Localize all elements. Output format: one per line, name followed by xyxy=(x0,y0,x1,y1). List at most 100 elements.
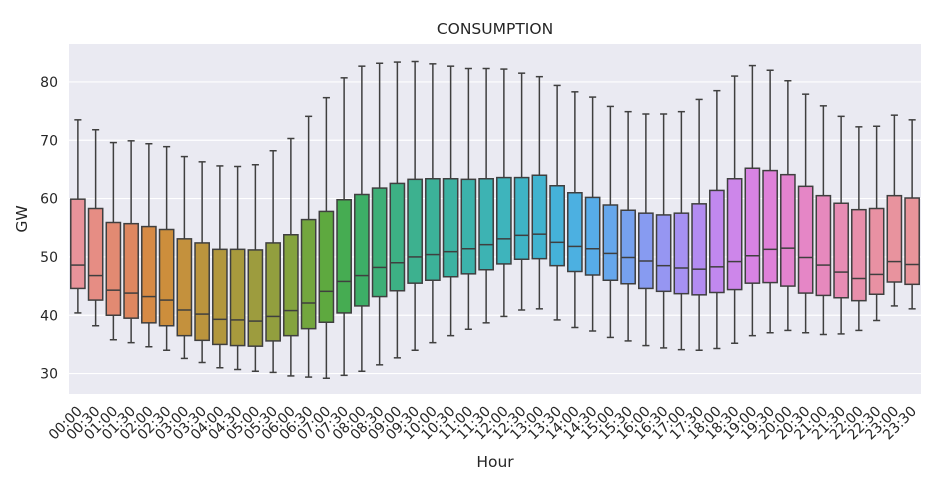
iqr-box xyxy=(851,208,867,302)
box-13:00 xyxy=(531,75,548,310)
iqr-box xyxy=(549,185,565,267)
box-20:00 xyxy=(780,80,796,332)
iqr-box xyxy=(265,242,281,342)
iqr-box xyxy=(584,196,601,276)
box-17:00 xyxy=(673,110,690,351)
iqr-box xyxy=(638,212,654,290)
iqr-box xyxy=(318,210,335,324)
iqr-box xyxy=(176,238,193,337)
iqr-box xyxy=(780,173,796,287)
iqr-box xyxy=(425,178,441,281)
box-09:30 xyxy=(407,60,423,351)
box-08:30 xyxy=(371,62,388,366)
box-00:00 xyxy=(70,119,86,314)
iqr-box xyxy=(531,174,548,260)
iqr-box xyxy=(300,218,317,330)
iqr-box xyxy=(158,228,175,327)
box-02:00 xyxy=(141,143,157,348)
box-04:30 xyxy=(229,165,246,371)
x-axis-title: Hour xyxy=(476,453,514,471)
y-tick-label: 70 xyxy=(40,133,58,149)
iqr-box xyxy=(567,192,583,273)
iqr-box xyxy=(709,189,725,294)
box-05:30 xyxy=(265,150,281,374)
iqr-box xyxy=(442,178,459,278)
iqr-box xyxy=(797,185,814,294)
box-13:30 xyxy=(549,84,565,321)
iqr-box xyxy=(513,176,530,260)
box-02:30 xyxy=(158,145,175,351)
iqr-box xyxy=(194,242,210,342)
box-07:30 xyxy=(336,77,352,377)
iqr-box xyxy=(460,178,477,275)
box-14:30 xyxy=(584,96,601,332)
iqr-box xyxy=(123,222,139,319)
box-15:00 xyxy=(602,105,619,339)
box-16:00 xyxy=(638,113,654,347)
iqr-box xyxy=(655,214,672,293)
box-15:30 xyxy=(620,110,636,342)
box-23:00 xyxy=(886,114,903,307)
iqr-box xyxy=(407,178,423,284)
iqr-box xyxy=(496,176,512,265)
iqr-box xyxy=(620,209,636,285)
y-tick-label: 80 xyxy=(40,75,58,91)
box-16:30 xyxy=(655,113,672,349)
y-tick-label: 30 xyxy=(40,367,58,383)
box-12:00 xyxy=(496,68,512,318)
box-11:00 xyxy=(460,67,477,330)
iqr-box xyxy=(886,194,903,283)
box-08:00 xyxy=(354,65,370,372)
box-11:30 xyxy=(478,67,494,324)
iqr-box xyxy=(478,178,494,271)
box-06:30 xyxy=(300,115,317,378)
iqr-box xyxy=(336,199,352,314)
box-01:00 xyxy=(105,141,122,341)
y-tick-label: 50 xyxy=(40,250,58,266)
box-03:30 xyxy=(194,161,210,364)
iqr-box xyxy=(726,178,743,291)
iqr-box xyxy=(229,248,246,347)
y-tick-labels: 30 40 50 60 70 80 xyxy=(40,75,58,383)
iqr-box xyxy=(744,167,761,284)
box-21:30 xyxy=(833,115,849,335)
boxes-group xyxy=(70,60,920,379)
iqr-box xyxy=(105,221,122,316)
iqr-box xyxy=(673,212,690,295)
iqr-box xyxy=(212,248,228,346)
box-14:00 xyxy=(567,91,583,329)
iqr-box xyxy=(247,249,264,347)
iqr-box xyxy=(762,169,778,284)
iqr-box xyxy=(691,203,707,296)
iqr-box xyxy=(833,202,849,299)
chart-title: CONSUMPTION xyxy=(437,20,553,38)
iqr-box xyxy=(141,225,157,324)
box-17:30 xyxy=(691,98,707,351)
box-04:00 xyxy=(212,165,228,369)
box-18:30 xyxy=(726,75,743,344)
y-tick-label: 60 xyxy=(40,192,58,208)
box-00:30 xyxy=(87,129,104,327)
box-10:30 xyxy=(442,65,459,337)
iqr-box xyxy=(283,234,299,337)
iqr-box xyxy=(87,207,104,301)
box-12:30 xyxy=(513,72,530,311)
iqr-box xyxy=(602,204,619,281)
box-22:30 xyxy=(868,125,885,322)
box-01:30 xyxy=(123,140,139,344)
box-06:00 xyxy=(283,137,299,377)
box-21:00 xyxy=(815,105,832,336)
iqr-box xyxy=(815,194,832,297)
box-22:00 xyxy=(851,126,867,332)
box-18:00 xyxy=(709,89,725,350)
box-10:00 xyxy=(425,63,441,344)
iqr-box xyxy=(354,193,370,307)
iqr-box xyxy=(70,198,86,290)
y-tick-label: 40 xyxy=(40,308,58,324)
box-05:00 xyxy=(247,164,264,372)
box-20:30 xyxy=(797,93,814,334)
grid-lines xyxy=(69,81,921,375)
iqr-box xyxy=(904,197,920,286)
box-23:30 xyxy=(904,119,920,310)
